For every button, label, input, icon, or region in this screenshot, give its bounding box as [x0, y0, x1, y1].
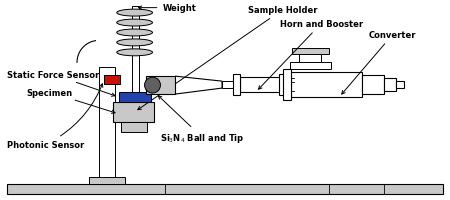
Bar [292, 49, 329, 55]
Bar [362, 76, 384, 95]
Ellipse shape [117, 50, 153, 57]
Bar [240, 78, 282, 93]
Bar [279, 75, 286, 96]
Ellipse shape [117, 10, 153, 17]
Bar [289, 63, 331, 70]
Bar [99, 68, 115, 184]
Ellipse shape [117, 30, 153, 37]
Bar [6, 184, 444, 194]
Bar [396, 82, 404, 89]
Bar [233, 75, 240, 96]
Ellipse shape [117, 20, 153, 27]
Text: Weight: Weight [139, 4, 196, 13]
Bar [283, 70, 291, 100]
Bar [89, 178, 125, 184]
Bar [119, 93, 150, 102]
Text: Specimen: Specimen [27, 88, 115, 114]
Text: Sample Holder: Sample Holder [138, 6, 317, 110]
Bar [113, 102, 154, 122]
Bar [104, 76, 120, 85]
Polygon shape [176, 77, 222, 95]
Text: Horn and Booster: Horn and Booster [258, 20, 363, 90]
Circle shape [144, 78, 161, 94]
Text: Si$_3$N$_4$ Ball and Tip: Si$_3$N$_4$ Ball and Tip [158, 96, 245, 145]
Bar [291, 73, 362, 98]
Text: Static Force Sensor: Static Force Sensor [6, 70, 115, 97]
Bar [384, 79, 396, 92]
Bar [145, 77, 176, 95]
Bar [300, 55, 321, 63]
Text: Photonic Sensor: Photonic Sensor [6, 84, 103, 149]
Text: Converter: Converter [342, 31, 417, 95]
Bar [132, 7, 139, 100]
Bar [121, 122, 147, 132]
Ellipse shape [117, 40, 153, 47]
Bar [222, 82, 236, 89]
